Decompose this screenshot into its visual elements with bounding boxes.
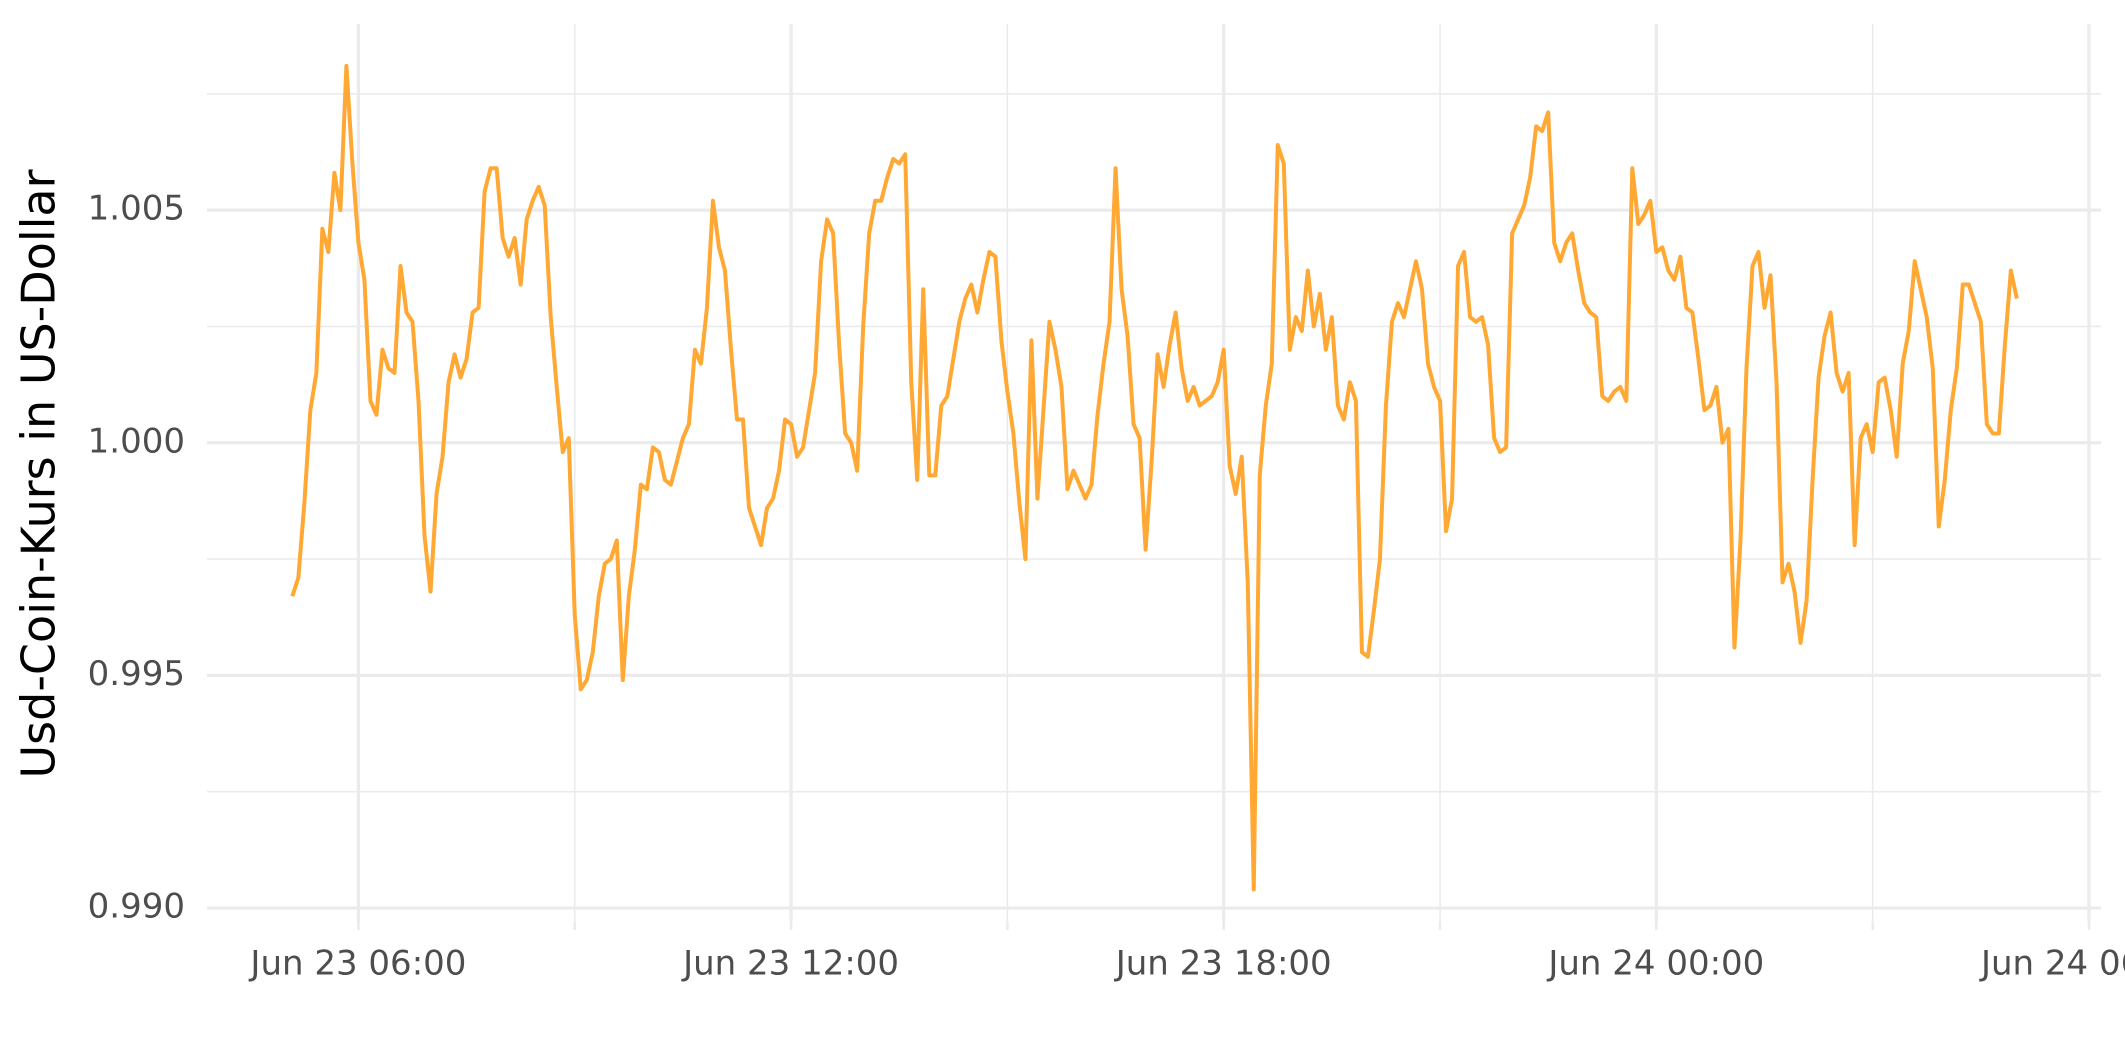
x-tick-label: Jun 23 12:00: [681, 944, 899, 984]
price-line: [290, 63, 2019, 892]
x-tick-label: Jun 23 18:00: [1114, 944, 1332, 984]
y-tick-label: 1.005: [88, 189, 185, 229]
x-tick-label: Jun 23 06:00: [248, 944, 466, 984]
x-tick-label: Jun 24 00:00: [1546, 944, 1764, 984]
y-tick-label: 0.990: [88, 887, 185, 927]
x-tick-label: Jun 24 06:00: [1979, 944, 2125, 984]
y-axis-label: Usd-Coin-Kurs in US-Dollar: [12, 169, 66, 778]
y-tick-label: 0.995: [88, 654, 185, 694]
y-tick-label: 1.000: [88, 421, 185, 461]
